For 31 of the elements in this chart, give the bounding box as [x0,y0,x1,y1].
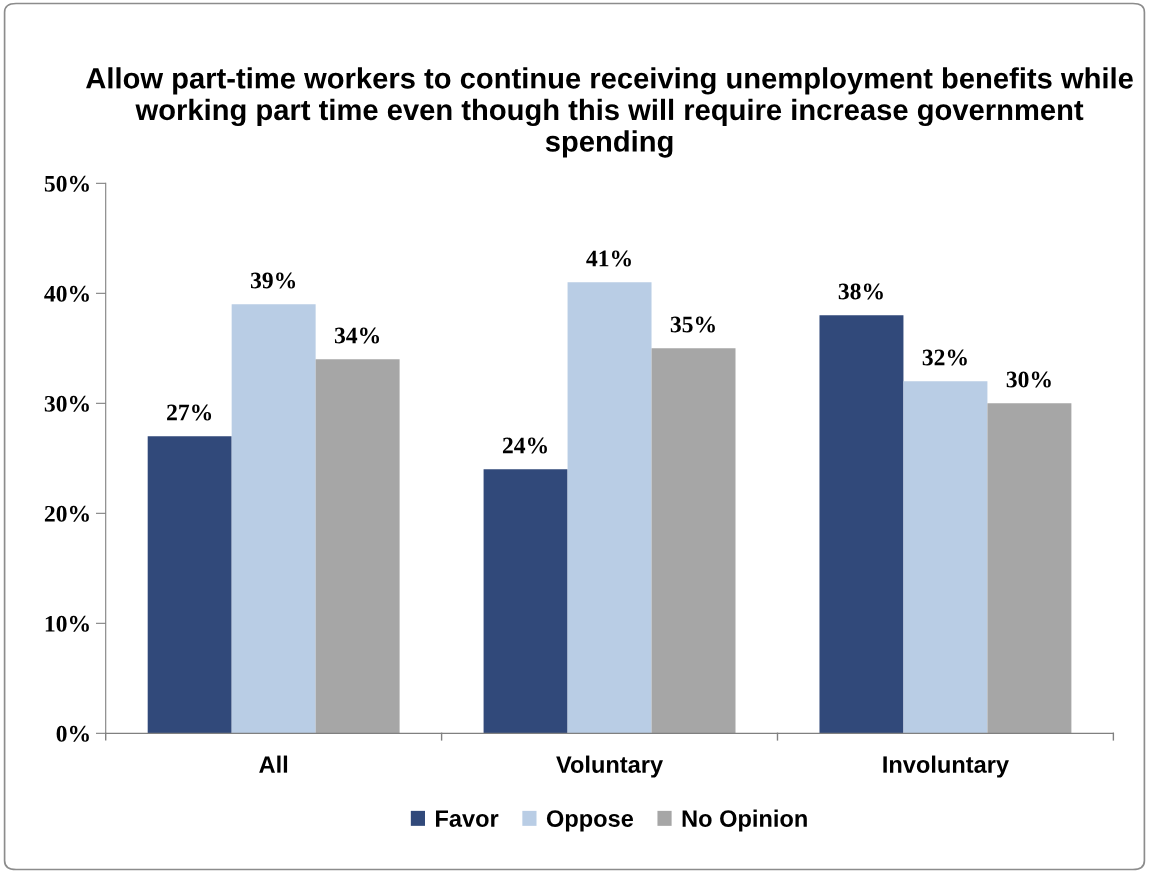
y-tick-label: 30% [44,395,89,412]
legend-label: Oppose [546,810,634,832]
data-label: 41% [586,250,631,267]
data-label: 32% [922,349,967,366]
y-tick-label: 10% [45,615,89,632]
data-label: 39% [250,272,296,289]
x-tick-label: Voluntary [556,755,663,778]
data-label: 34% [334,327,380,344]
data-label: 38% [838,283,883,300]
bar [819,315,904,734]
bar [987,403,1072,734]
chart-title: Allow part-time workers to continue receiving unemployment benefits while working part time even though this will require increase government spending [86,67,1133,158]
data-label: 24% [502,437,547,454]
y-tick-label: 20% [44,505,89,522]
bar [315,359,400,734]
y-tick-label: 0% [56,725,89,742]
bar [231,304,316,734]
data-label: 27% [167,404,212,421]
x-tick-label: All [259,755,288,773]
y-tick-label: 50% [44,175,89,192]
bar [147,436,232,734]
bar [483,469,568,734]
bar [903,381,988,734]
data-label: 30% [1006,371,1051,388]
bar [651,348,736,734]
y-tick-label: 40% [44,285,89,302]
legend-label: No Opinion [682,809,807,832]
data-label: 35% [670,316,715,333]
legend-label: Favor [436,810,499,827]
bar [567,282,652,734]
x-tick-label: Involuntary [883,755,1009,778]
